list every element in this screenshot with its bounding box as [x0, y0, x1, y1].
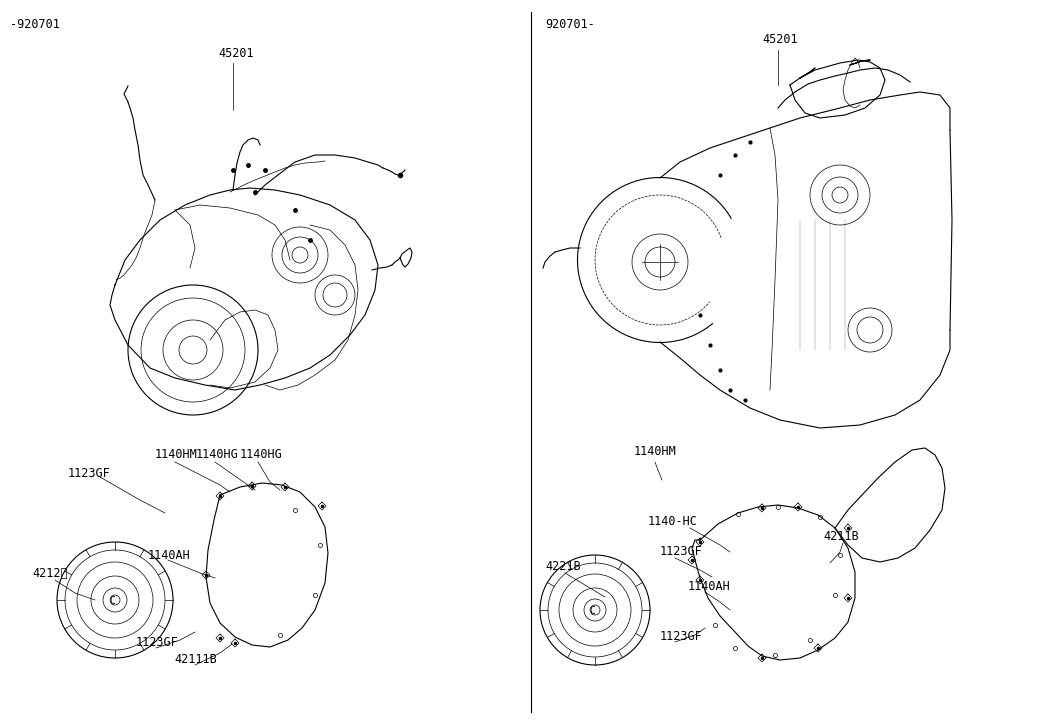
Text: 4211B: 4211B	[823, 530, 859, 543]
Text: 920701-: 920701-	[545, 18, 595, 31]
Text: 1140-HC: 1140-HC	[648, 515, 698, 528]
Text: 1140HM: 1140HM	[634, 445, 677, 458]
Text: 4212ᴅ: 4212ᴅ	[32, 567, 68, 580]
Text: 1123GF: 1123GF	[660, 545, 703, 558]
Text: 1123GF: 1123GF	[68, 467, 111, 480]
Text: 42111B: 42111B	[174, 653, 217, 666]
Text: 1123GF: 1123GF	[136, 636, 179, 649]
Text: C: C	[589, 606, 595, 616]
Text: C: C	[109, 596, 115, 606]
Text: 4221B: 4221B	[545, 560, 580, 573]
Text: 1140HG: 1140HG	[240, 448, 283, 461]
Text: 1140HM: 1140HM	[155, 448, 198, 461]
Text: 45201: 45201	[762, 33, 797, 46]
Text: 1140AH: 1140AH	[688, 580, 730, 593]
Text: 1140HG: 1140HG	[196, 448, 239, 461]
Text: -920701: -920701	[10, 18, 60, 31]
Text: 1123GF: 1123GF	[660, 630, 703, 643]
Text: 1140AH: 1140AH	[148, 549, 190, 562]
Text: 45201: 45201	[218, 47, 254, 60]
